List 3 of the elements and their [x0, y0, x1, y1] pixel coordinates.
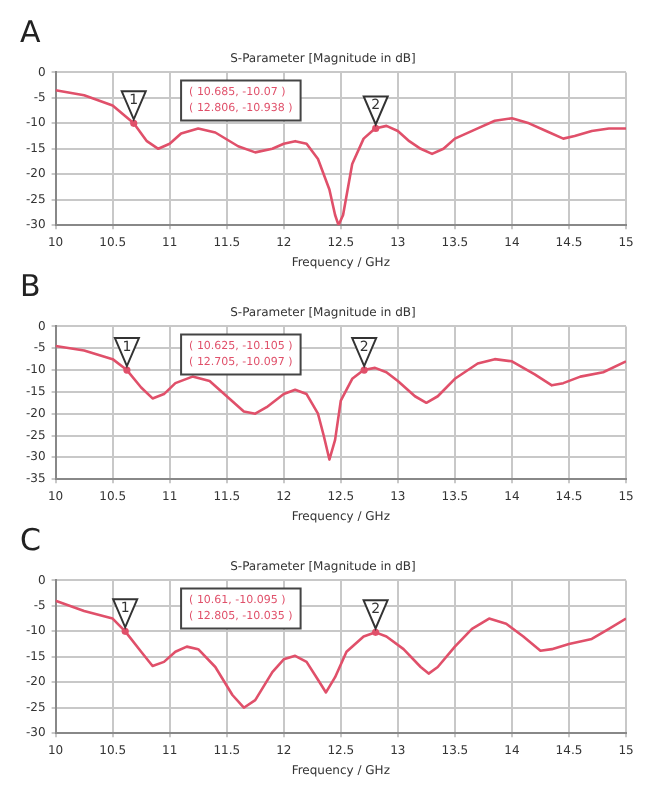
chart-title: A: [20, 13, 42, 50]
chart-title: C: [20, 521, 41, 558]
chart-title: B: [20, 267, 41, 304]
